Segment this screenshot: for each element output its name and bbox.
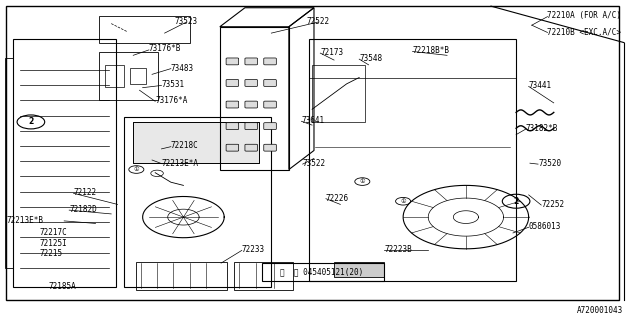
FancyBboxPatch shape [264,80,276,86]
FancyBboxPatch shape [226,123,239,130]
FancyBboxPatch shape [226,58,239,65]
Text: 72217C: 72217C [39,228,67,237]
Text: 73522: 73522 [303,159,326,168]
Bar [13,39,116,287]
FancyBboxPatch shape [226,80,239,86]
Text: 72210A (FOR A/C): 72210A (FOR A/C) [547,11,621,20]
Text: 72185A: 72185A [49,282,76,292]
Text: A720001043: A720001043 [577,306,623,315]
FancyBboxPatch shape [245,144,257,151]
Text: 73483: 73483 [171,63,194,73]
Text: ①: ① [134,167,139,172]
Text: 72213E*B: 72213E*B [6,216,44,225]
FancyBboxPatch shape [264,144,276,151]
Bar [99,52,158,100]
Bar [262,263,384,281]
FancyBboxPatch shape [245,123,257,130]
Bar [136,261,227,290]
Bar [130,68,146,84]
Text: 72223B: 72223B [384,245,412,254]
Text: 0586013: 0586013 [529,222,561,231]
Bar [5,59,13,268]
Text: ①  Ⓢ 045405121(20): ① Ⓢ 045405121(20) [280,267,363,276]
Bar [309,39,516,281]
FancyBboxPatch shape [264,58,276,65]
FancyBboxPatch shape [226,144,239,151]
Text: ①: ① [400,199,406,204]
FancyBboxPatch shape [245,101,257,108]
Text: 73176*B: 73176*B [149,44,181,53]
Text: 72215: 72215 [39,249,62,258]
Text: 72522: 72522 [307,17,330,26]
Bar [312,65,365,122]
Text: 73548: 73548 [359,54,382,63]
FancyBboxPatch shape [226,101,239,108]
Bar [133,122,259,163]
Bar [124,117,271,287]
Text: 72226: 72226 [326,194,349,203]
Bar [220,27,289,170]
Text: 73523: 73523 [175,17,198,26]
Text: 72173: 72173 [320,48,344,57]
Text: 72210B <EXC.A/C>: 72210B <EXC.A/C> [547,27,621,36]
Text: 73641: 73641 [301,116,324,125]
Text: 2: 2 [28,117,33,126]
Text: 73182*B: 73182*B [525,124,558,133]
Bar [99,16,189,43]
Text: 72213E*A: 72213E*A [161,159,198,168]
Bar [334,261,384,277]
FancyBboxPatch shape [264,101,276,108]
Text: 72252: 72252 [541,200,564,209]
Text: 72218B*B: 72218B*B [413,46,449,55]
Text: ①: ① [360,179,365,184]
Text: 73176*A: 73176*A [155,96,188,105]
FancyBboxPatch shape [245,80,257,86]
Text: 73531: 73531 [161,80,184,89]
Text: 72233: 72233 [242,245,265,254]
Text: 72122: 72122 [74,188,97,197]
FancyBboxPatch shape [264,123,276,130]
Text: 2: 2 [513,197,519,206]
Text: 72218C: 72218C [171,141,198,150]
FancyBboxPatch shape [245,58,257,65]
Text: 73520: 73520 [538,159,561,168]
Text: 72182D: 72182D [69,205,97,214]
Bar [133,122,259,163]
Text: 73441: 73441 [529,81,552,90]
Text: 72125I: 72125I [39,239,67,248]
Bar [234,261,293,290]
Bar [105,65,124,87]
